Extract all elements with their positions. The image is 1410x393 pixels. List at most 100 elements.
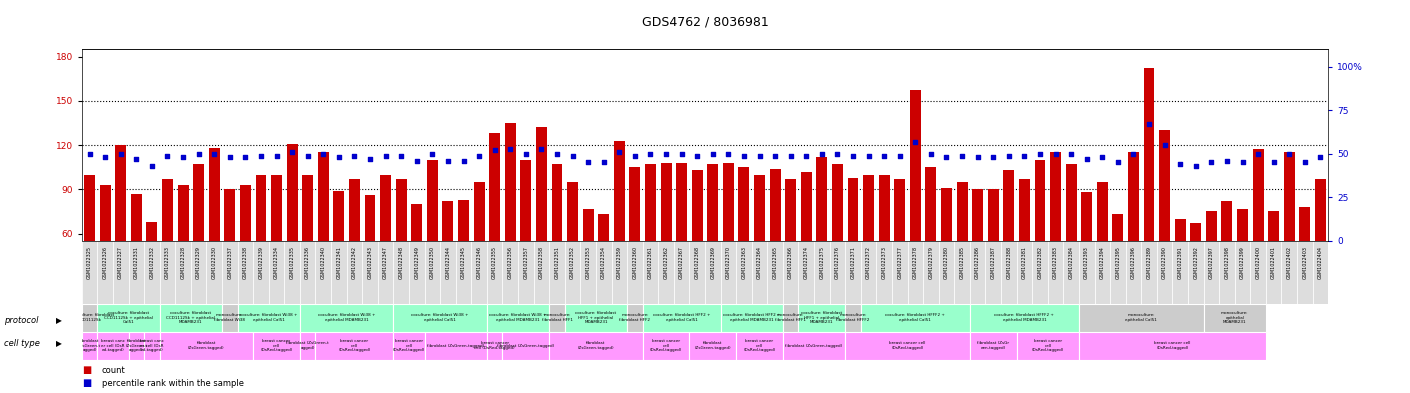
- Point: [592, 159, 615, 165]
- Point: [608, 149, 630, 155]
- Text: protocol: protocol: [4, 316, 38, 325]
- Point: [950, 152, 973, 159]
- Bar: [396, 179, 406, 322]
- Bar: [206, 241, 221, 304]
- Text: GSM1022387: GSM1022387: [991, 246, 995, 279]
- Bar: [190, 241, 206, 304]
- Bar: [973, 189, 983, 322]
- Bar: [1035, 160, 1045, 322]
- Text: breast cancer
cell
(DsRed-tagged): breast cancer cell (DsRed-tagged): [743, 339, 776, 352]
- Bar: [643, 241, 658, 304]
- Text: coculture: fibroblast HFF2 +
epithelial Cal51: coculture: fibroblast HFF2 + epithelial …: [653, 314, 711, 322]
- Text: GSM1022343: GSM1022343: [368, 246, 372, 279]
- Point: [873, 152, 895, 159]
- Text: GSM1022390: GSM1022390: [1162, 246, 1167, 279]
- Bar: [1017, 241, 1032, 304]
- Point: [530, 145, 553, 152]
- Bar: [458, 200, 470, 322]
- Point: [1091, 154, 1114, 160]
- Point: [406, 158, 429, 164]
- Point: [234, 154, 257, 160]
- Bar: [505, 123, 516, 322]
- Text: GSM1022336: GSM1022336: [305, 246, 310, 279]
- Bar: [783, 241, 798, 304]
- Text: breast cancer cell
(DsRed-tagged): breast cancer cell (DsRed-tagged): [890, 342, 926, 350]
- Point: [437, 158, 460, 164]
- Bar: [970, 304, 1079, 332]
- Bar: [440, 241, 455, 304]
- Bar: [100, 185, 110, 322]
- Point: [94, 154, 117, 160]
- Text: GSM1022384: GSM1022384: [1069, 246, 1073, 279]
- Text: ■: ■: [82, 378, 92, 388]
- Bar: [224, 189, 235, 322]
- Point: [1107, 159, 1129, 165]
- Bar: [85, 174, 94, 322]
- Text: breast cancer
cell
(DsRed-tagged): breast cancer cell (DsRed-tagged): [650, 339, 682, 352]
- Bar: [970, 241, 986, 304]
- Text: fibroblast (ZsGreen-t
agged): fibroblast (ZsGreen-t agged): [286, 342, 329, 350]
- Point: [857, 152, 880, 159]
- Text: GSM1022358: GSM1022358: [539, 246, 544, 279]
- Bar: [860, 241, 877, 304]
- Bar: [736, 332, 783, 360]
- Bar: [128, 332, 144, 360]
- Point: [981, 154, 1004, 160]
- Bar: [393, 241, 409, 304]
- Text: GSM1022348: GSM1022348: [399, 246, 403, 279]
- Point: [919, 151, 942, 157]
- Bar: [1189, 241, 1204, 304]
- Point: [1122, 151, 1145, 157]
- Point: [1246, 151, 1269, 157]
- Bar: [1128, 152, 1139, 322]
- Text: GSM1022356: GSM1022356: [508, 246, 513, 279]
- Point: [1153, 142, 1176, 148]
- Text: fibroblast
(ZsGreen-t
agged): fibroblast (ZsGreen-t agged): [125, 339, 148, 352]
- Bar: [162, 179, 173, 322]
- Bar: [300, 332, 316, 360]
- Bar: [302, 174, 313, 322]
- Bar: [424, 332, 486, 360]
- Bar: [271, 174, 282, 322]
- Point: [733, 152, 756, 159]
- Bar: [801, 172, 812, 322]
- Point: [811, 151, 833, 157]
- Text: GSM1022334: GSM1022334: [274, 246, 279, 279]
- Text: GSM1022370: GSM1022370: [726, 246, 730, 279]
- Point: [203, 151, 226, 157]
- Text: cell type: cell type: [4, 340, 39, 348]
- Text: GSM1022354: GSM1022354: [601, 246, 606, 279]
- Point: [312, 151, 334, 157]
- Text: GSM1022375: GSM1022375: [819, 246, 825, 279]
- Bar: [940, 188, 952, 322]
- Text: GSM1022363: GSM1022363: [742, 246, 746, 279]
- Bar: [596, 241, 612, 304]
- Bar: [674, 241, 689, 304]
- Bar: [1252, 149, 1263, 322]
- Bar: [533, 241, 550, 304]
- Point: [795, 152, 818, 159]
- Text: monoculture:
fibroblast HFF1: monoculture: fibroblast HFF1: [776, 314, 807, 322]
- Bar: [536, 127, 547, 322]
- Text: GSM1022361: GSM1022361: [649, 246, 653, 279]
- Bar: [661, 163, 671, 322]
- Bar: [708, 164, 718, 322]
- Bar: [643, 332, 689, 360]
- Text: GSM1022399: GSM1022399: [1239, 246, 1245, 279]
- Bar: [1220, 241, 1235, 304]
- Bar: [97, 332, 128, 360]
- Bar: [1235, 241, 1251, 304]
- Point: [1200, 159, 1222, 165]
- Text: GSM1022373: GSM1022373: [881, 246, 887, 279]
- Bar: [300, 304, 393, 332]
- Bar: [1081, 192, 1093, 322]
- Text: GSM1022341: GSM1022341: [337, 246, 341, 279]
- Bar: [582, 209, 594, 322]
- Point: [842, 152, 864, 159]
- Bar: [1050, 152, 1060, 322]
- Bar: [692, 170, 702, 322]
- Bar: [1112, 215, 1124, 322]
- Bar: [159, 332, 254, 360]
- Text: GSM1022335: GSM1022335: [289, 246, 295, 279]
- Text: GSM1022337: GSM1022337: [227, 246, 233, 279]
